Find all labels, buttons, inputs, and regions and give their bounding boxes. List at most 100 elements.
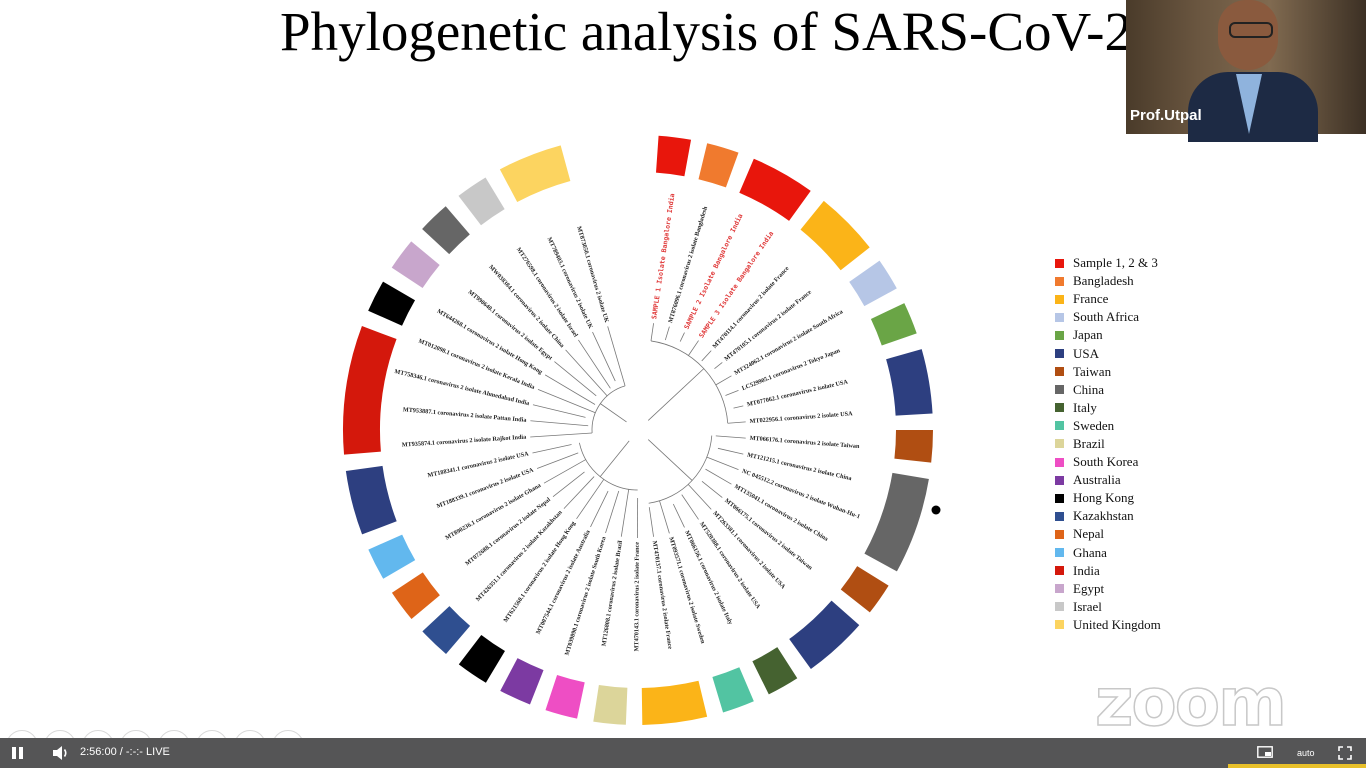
legend-label: South Africa — [1073, 309, 1140, 325]
legend-swatch — [1055, 312, 1064, 322]
legend-item: Brazil — [1055, 435, 1255, 453]
live-progress-bar — [1228, 764, 1366, 768]
leaf-label: MT022956.1 coronavirus 2 isolate USA — [749, 410, 853, 425]
legend-label: Sweden — [1073, 417, 1115, 433]
tree-branch — [552, 471, 585, 497]
ring-segment — [368, 534, 416, 579]
ring-segment — [500, 658, 544, 705]
tree-branch — [701, 480, 723, 498]
legend-item: South Korea — [1055, 453, 1255, 471]
tree-branch — [672, 503, 685, 528]
leaf-label: MT066176.1 coronavirus 2 isolate Taiwan — [749, 435, 860, 450]
ring-segment — [840, 566, 889, 613]
tree-branch — [607, 326, 626, 386]
tree-branch — [659, 500, 670, 534]
ring-segment — [593, 685, 628, 725]
ring-segment — [422, 606, 471, 654]
legend-label: Kazakhstan — [1073, 508, 1134, 524]
tree-branch — [554, 361, 597, 397]
legend-item: South Africa — [1055, 308, 1255, 326]
leaf-label: MT126808.1 coronavirus 2 isolate Brazil — [601, 540, 625, 647]
tree-branches — [530, 323, 746, 539]
legend-item: Egypt — [1055, 580, 1255, 598]
legend-item: Italy — [1055, 399, 1255, 417]
tree-branch — [727, 421, 746, 424]
fullscreen-icon[interactable] — [1338, 746, 1352, 760]
tree-branch — [532, 404, 586, 418]
tree-branch — [733, 405, 744, 409]
legend-label: France — [1073, 291, 1109, 307]
tree-branch — [650, 323, 654, 342]
leaf-labels: SAMPLE 1 Isolate Bangalore IndiaMT876096… — [394, 193, 861, 656]
leaf-label: MT470137.1 coronavirus 2 isolate France — [651, 540, 674, 649]
participant-name: Prof.Utpal — [1130, 107, 1202, 124]
legend-item: China — [1055, 381, 1255, 399]
tree-branch — [600, 403, 627, 423]
ring-segment — [698, 143, 739, 188]
ring-segment — [391, 241, 440, 288]
leaf-label: MT953887.1 coronavirus 2 isolate Pattan … — [403, 406, 527, 424]
leaf-label: MT007544.1 coronavirus 2 isolate Austral… — [535, 529, 592, 636]
legend-swatch — [1055, 349, 1064, 359]
tree-branch — [576, 479, 605, 520]
tree-branch — [544, 374, 596, 405]
tree-branch — [725, 390, 739, 396]
legend-swatch — [1055, 620, 1064, 630]
legend-swatch — [1055, 493, 1064, 503]
glasses-icon — [1229, 22, 1273, 38]
legend-item: Japan — [1055, 326, 1255, 344]
legend-item: Nepal — [1055, 525, 1255, 543]
legend-swatch — [1055, 566, 1064, 576]
legend-item: Israel — [1055, 598, 1255, 616]
tree-branch — [717, 447, 744, 455]
ring-segment — [499, 145, 571, 203]
tree-branch — [688, 340, 699, 356]
tree-branch — [590, 490, 609, 528]
tree-branch — [648, 507, 654, 537]
ring-segment — [752, 647, 798, 695]
ring-segment — [641, 680, 708, 725]
legend-label: Australia — [1073, 472, 1121, 488]
tree-branch — [647, 368, 705, 421]
legend-swatch — [1055, 529, 1064, 539]
legend-swatch — [1055, 439, 1064, 449]
tree-branch — [605, 490, 620, 534]
slide-title: Phylogenetic analysis of SARS-CoV-2 — [280, 1, 1132, 62]
picture-in-picture-icon[interactable] — [1257, 746, 1273, 758]
tree-branch — [705, 468, 732, 485]
tree-branch — [536, 452, 579, 469]
tree-branch — [530, 420, 589, 427]
legend-item: USA — [1055, 344, 1255, 362]
legend: Sample 1, 2 & 3 Bangladesh France South Afr… — [1055, 254, 1255, 634]
ring-segment — [849, 260, 897, 307]
legend-label: South Korea — [1073, 454, 1139, 470]
tree-branch — [532, 444, 572, 454]
legend-label: Sample 1, 2 & 3 — [1073, 255, 1158, 271]
legend-item: United Kingdom — [1055, 616, 1255, 634]
legend-item: Sweden — [1055, 417, 1255, 435]
ring-segment — [886, 349, 933, 416]
legend-label: Japan — [1073, 327, 1103, 343]
legend-swatch — [1055, 276, 1064, 286]
legend-label: India — [1073, 562, 1100, 578]
tree-branch — [650, 340, 729, 424]
ring-segment — [800, 200, 870, 271]
ring-segment — [368, 281, 416, 326]
ring-segment — [712, 667, 754, 713]
ring-segment — [545, 674, 585, 719]
legend-item: Taiwan — [1055, 363, 1255, 381]
legend-item: Bangladesh — [1055, 272, 1255, 290]
legend-label: Brazil — [1073, 435, 1105, 451]
volume-icon[interactable] — [52, 745, 70, 761]
ring-segment — [870, 303, 917, 346]
legend-swatch — [1055, 548, 1064, 558]
legend-swatch — [1055, 421, 1064, 431]
legend-item: India — [1055, 562, 1255, 580]
legend-swatch — [1055, 511, 1064, 521]
quality-selector[interactable]: auto — [1297, 748, 1315, 758]
legend-label: Israel — [1073, 598, 1102, 614]
legend-label: Taiwan — [1073, 363, 1112, 379]
time-display: 2:56:00 / -:-:- LIVE — [80, 746, 170, 758]
legend-swatch — [1055, 294, 1064, 304]
pause-icon[interactable] — [12, 747, 26, 759]
